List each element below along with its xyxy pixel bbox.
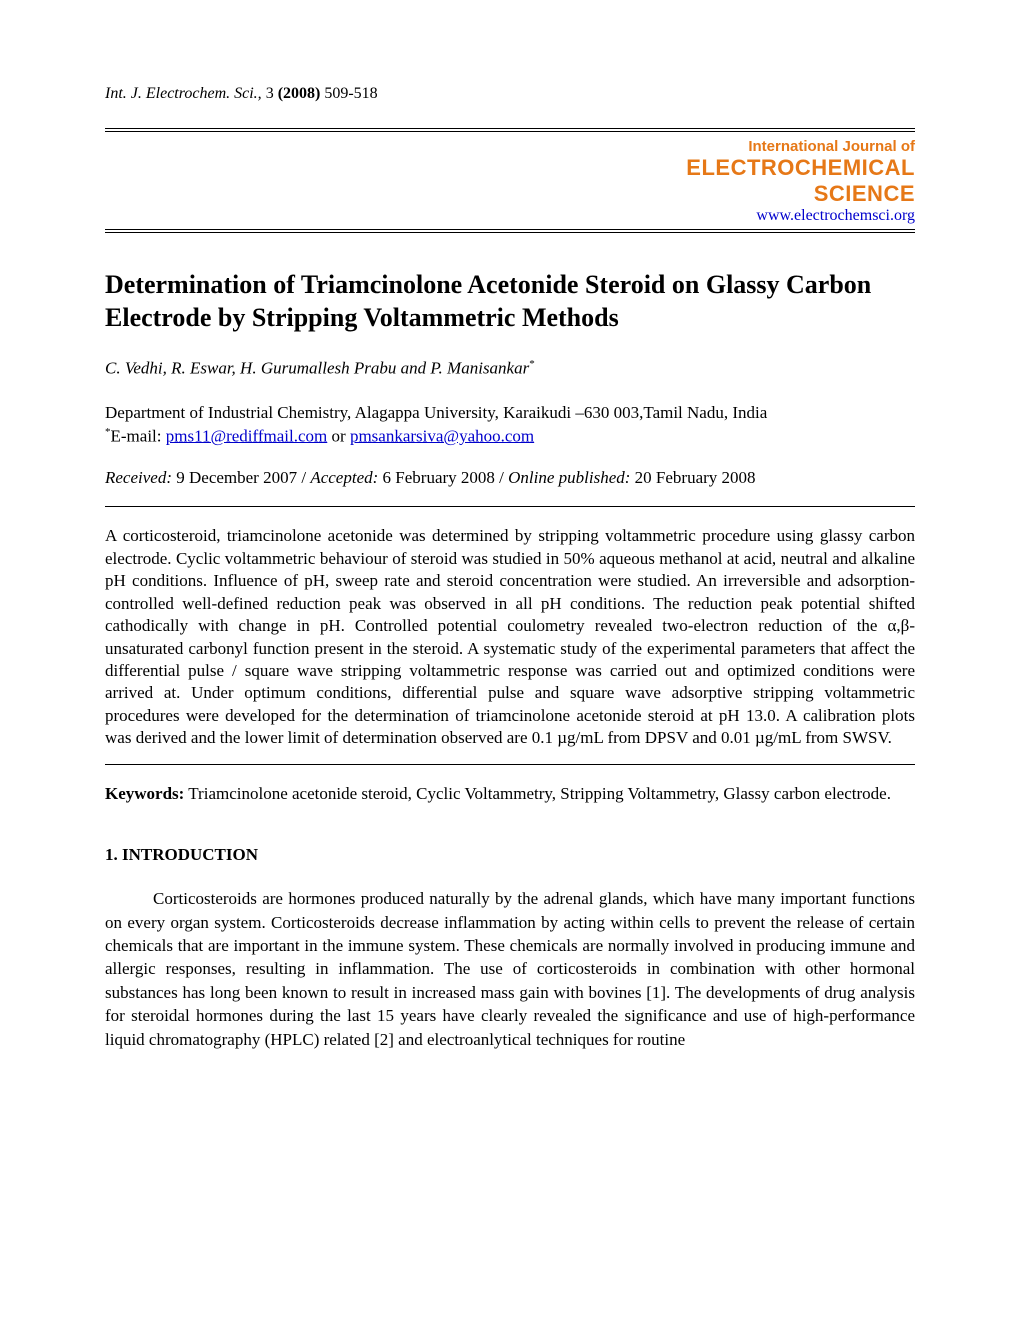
received-label: Received: <box>105 468 172 487</box>
page-range: 509-518 <box>324 85 377 102</box>
article-title: Determination of Triamcinolone Acetonide… <box>105 269 915 334</box>
masthead-top-rule <box>105 128 915 132</box>
corresponding-marker: * <box>529 358 535 370</box>
volume: 3 <box>266 85 274 102</box>
section-heading-introduction: 1. INTRODUCTION <box>105 845 915 865</box>
article-dates: Received: 9 December 2007 / Accepted: 6 … <box>105 468 915 488</box>
authors-text: C. Vedhi, R. Eswar, H. Gurumallesh Prabu… <box>105 359 529 378</box>
masthead-line3: SCIENCE <box>105 181 915 207</box>
affiliation: Department of Industrial Chemistry, Alag… <box>105 403 915 423</box>
journal-abbrev: Int. J. Electrochem. Sci., <box>105 85 262 102</box>
running-head: Int. J. Electrochem. Sci., 3 (2008) 509-… <box>105 85 915 103</box>
email-sep: or <box>327 426 350 445</box>
email-link-1[interactable]: pms11@rediffmail.com <box>166 426 328 445</box>
received-date: 9 December 2007 / <box>172 468 310 487</box>
intro-paragraph-1: Corticosteroids are hormones produced na… <box>105 887 915 1051</box>
rule-below-abstract <box>105 764 915 765</box>
journal-masthead: International Journal of ELECTROCHEMICAL… <box>105 128 915 233</box>
keywords-label: Keywords: <box>105 784 184 803</box>
online-label: Online published: <box>508 468 630 487</box>
masthead-bottom-rule <box>105 229 915 233</box>
keywords-text: Triamcinolone acetonide steroid, Cyclic … <box>184 784 891 803</box>
keywords: Keywords: Triamcinolone acetonide steroi… <box>105 783 915 805</box>
year: (2008) <box>278 85 321 102</box>
accepted-label: Accepted: <box>310 468 378 487</box>
masthead-line1: International Journal of <box>105 138 915 155</box>
accepted-date: 6 February 2008 / <box>378 468 508 487</box>
author-list: C. Vedhi, R. Eswar, H. Gurumallesh Prabu… <box>105 358 915 379</box>
online-date: 20 February 2008 <box>630 468 755 487</box>
rule-above-abstract <box>105 506 915 507</box>
abstract-text: A corticosteroid, triamcinolone acetonid… <box>105 525 915 749</box>
masthead-url[interactable]: www.electrochemsci.org <box>105 207 915 225</box>
masthead-line2: ELECTROCHEMICAL <box>105 155 915 181</box>
email-line: *E-mail: pms11@rediffmail.com or pmsanka… <box>105 426 915 447</box>
email-link-2[interactable]: pmsankarsiva@yahoo.com <box>350 426 534 445</box>
email-prefix: E-mail: <box>111 426 166 445</box>
